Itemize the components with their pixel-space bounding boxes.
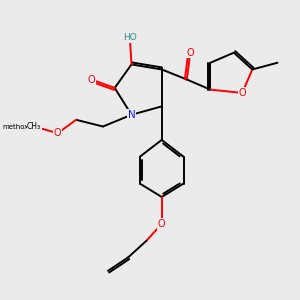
Text: O: O xyxy=(87,74,95,85)
Text: CH₃: CH₃ xyxy=(27,122,41,131)
Text: HO: HO xyxy=(123,33,137,42)
Text: O: O xyxy=(238,88,246,98)
Text: methoxy: methoxy xyxy=(2,124,32,130)
Text: O: O xyxy=(54,128,62,138)
Text: O: O xyxy=(158,219,166,229)
Text: O: O xyxy=(186,48,194,58)
Text: N: N xyxy=(128,110,135,120)
